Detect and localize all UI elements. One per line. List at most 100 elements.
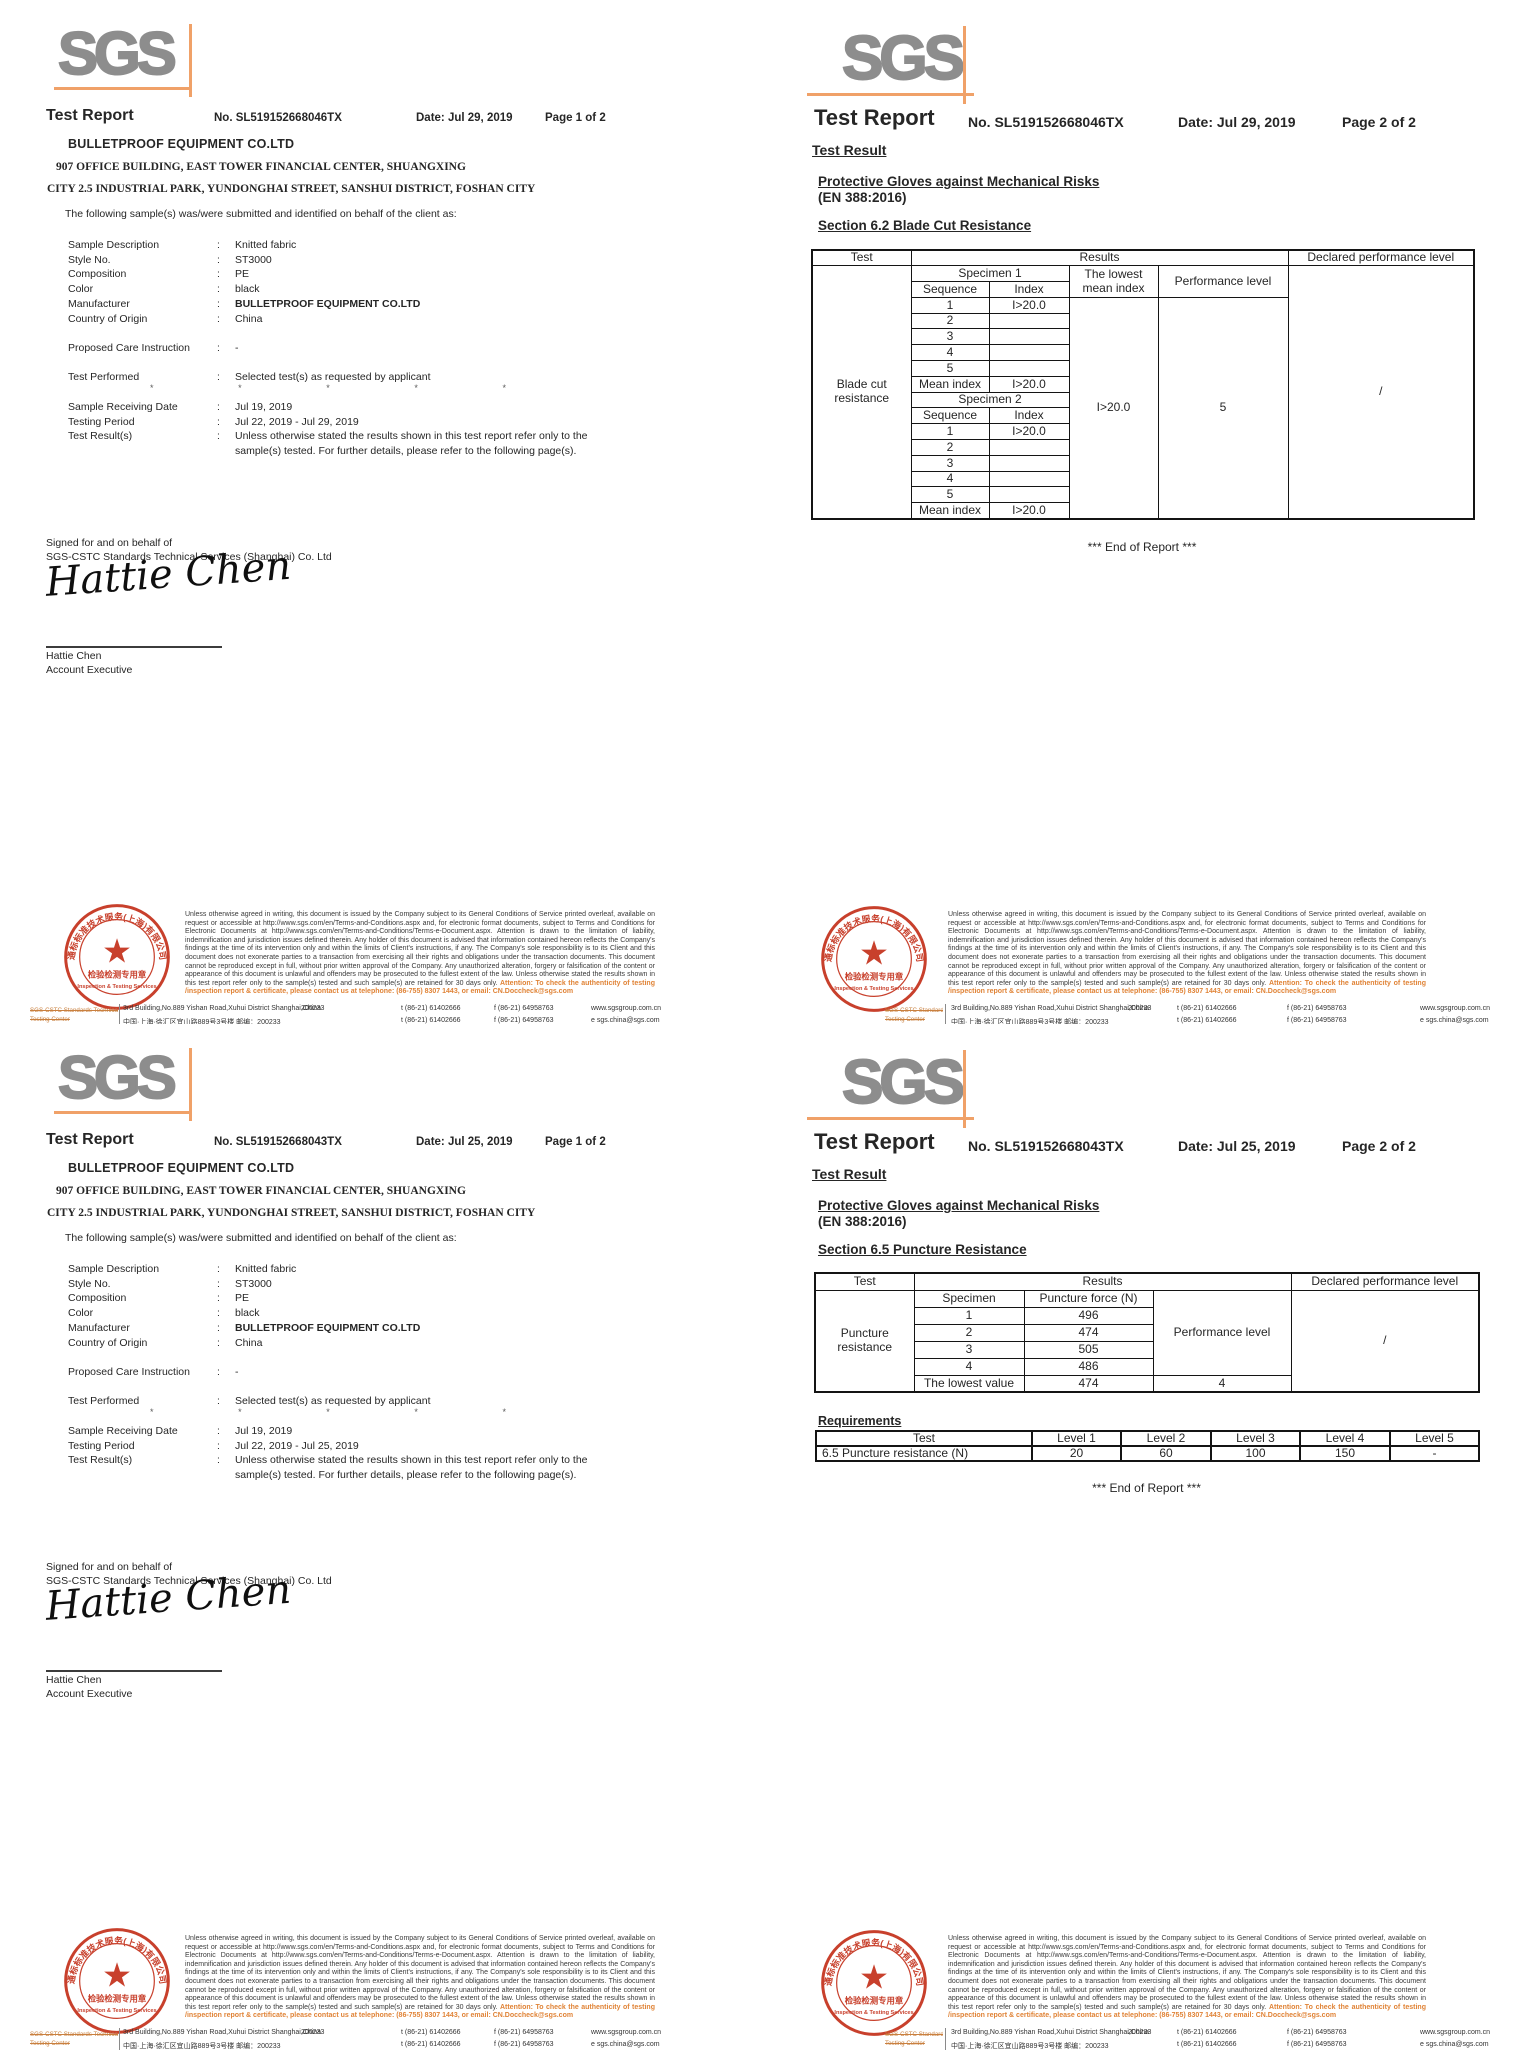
test-standard: (EN 388:2016) [818,1214,907,1229]
struck-company-line2: Testing Center [885,1016,925,1023]
col-header-declared: Declared performance level [1287,249,1475,267]
field-label: Manufacturer [68,1321,130,1334]
cell [988,344,1070,362]
sequence-header: Sequence [910,281,990,298]
footer-fax: f (86-21) 64958763 [1287,2029,1347,2036]
cell: 4 [910,344,990,362]
field-value: - [235,1366,239,1378]
field-label: Test Performed [68,371,140,383]
inspection-stamp: 通标标准技术服务(上海)有限公司 ★ 检验检测专用章 Inspection & … [821,906,927,1012]
legal-disclaimer: Unless otherwise agreed in writing, this… [948,911,1426,997]
colon: : [217,1439,220,1452]
stamp-en-text: Inspection & Testing Services [77,984,156,990]
colon: : [217,239,220,251]
test-result-heading: Test Result [812,142,887,158]
signing-company-text: SGS-CSTC Standards Technical Services (S… [46,1575,332,1587]
struck-company-line: SGS-CSTC Standards Technical Services (S… [885,1007,943,1014]
cell: 496 [1023,1306,1154,1325]
test-standard: (EN 388:2016) [818,190,907,205]
footer-tel2: t (86-21) 61402666 [401,2041,461,2048]
client-company-name: BULLETPROOF EQUIPMENT CO.LTD [68,137,295,151]
field-value: Unless otherwise stated the results show… [235,430,588,458]
asterisk: * [150,1407,154,1417]
attention-text: Attention: To check the authenticity of … [948,2003,1426,2020]
stamp-en-text: Inspection & Testing Services [834,2010,913,2016]
colon: : [217,312,220,325]
field-value: ST3000 [235,1277,272,1290]
logo-underline [54,87,192,90]
field-label: Style No. [68,253,111,266]
inspection-stamp: 通标标准技术服务(上海)有限公司 ★ 检验检测专用章 Inspection & … [821,1930,927,2036]
footer-zip: 200233 [301,1005,325,1012]
req-header-level2: Level 2 [1120,1429,1212,1448]
page-title: Test Report [46,1131,134,1148]
sample-detail-fields: Sample Description: Knitted fabric Style … [68,1262,593,1350]
asterisk: * [414,1407,418,1417]
stamp-cn-text: 检验检测专用章 [88,970,147,980]
colon: : [217,1263,220,1275]
footer-address-cn: 中国·上海·徐汇区宜山路889号3号楼 邮编：200233 [123,1019,281,1026]
field-value: BULLETPROOF EQUIPMENT CO.LTD [235,1321,421,1334]
section-heading-blade-cut: Section 6.2 Blade Cut Resistance [818,218,1032,233]
test-subject-heading: Protective Gloves against Mechanical Ris… [818,174,1100,189]
asterisk: * [150,383,154,393]
stamp-cn-text: 检验检测专用章 [845,972,904,982]
field-style-no: Style No.: ST3000 [68,253,593,268]
colon: : [217,1425,220,1437]
page-indicator: Page 2 of 2 [1342,114,1416,130]
signer-title: Account Executive [46,1688,133,1700]
field-label: Test Performed [68,1395,140,1407]
client-address-line2: CITY 2.5 INDUSTRIAL PARK, YUNDONGHAI STR… [47,1207,536,1219]
mean-index-value: I>20.0 [988,502,1070,520]
footer-website: www.sgsgroup.com.cn [1420,2029,1491,2036]
footer-tel: t (86-21) 61402666 [1177,1005,1237,1012]
colon: : [217,401,220,413]
cell: 1 [910,423,990,441]
field-label: Sample Receiving Date [68,1425,178,1437]
attention-text: Attention: To check the authenticity of … [185,979,655,996]
req-level2-value: 60 [1120,1445,1212,1463]
stamp-en-text: Inspection & Testing Services [77,2008,156,2014]
force-header: Puncture force (N) [1023,1289,1154,1308]
field-value: Jul 19, 2019 [235,401,293,413]
cell [988,360,1070,377]
field-label: Color [68,283,94,296]
field-label: Composition [68,268,127,281]
field-value: Jul 22, 2019 - Jul 25, 2019 [235,1439,359,1452]
field-test-results: Test Result(s): Unless otherwise stated t… [68,429,593,458]
colon: : [217,430,220,443]
signed-for-text: Signed for and on behalf of [46,1561,173,1573]
field-test-performed: Test Performed: Selected test(s) as reque… [68,370,593,385]
field-country-of-origin: Country of Origin: China [68,312,593,327]
field-label: Composition [68,1292,127,1305]
report-043-page-1: SGS Test Report No. SL519152668043TX Dat… [0,1024,700,2050]
struck-company-line2: Testing Center [30,2040,70,2047]
sequence-header: Sequence [910,407,990,425]
col-header-test: Test [814,1272,915,1291]
sgs-logo: SGS [57,20,178,87]
cell: I>20.0 [988,296,1070,314]
field-label: Proposed Care Instruction [68,342,190,354]
star-icon: ★ [859,936,889,973]
cell [988,454,1070,472]
footer-zip: 200233 [301,2029,325,2036]
signer-title: Account Executive [46,664,133,676]
logo-crossline [963,26,966,104]
legal-disclaimer: Unless otherwise agreed in writing, this… [185,911,655,997]
field-sample-receiving-date: Sample Receiving Date: Jul 19, 2019 [68,1424,593,1439]
col-header-declared: Declared performance level [1290,1272,1480,1291]
logo-underline [54,1111,192,1114]
logo-underline [807,1117,974,1120]
field-value: Knitted fabric [235,1263,297,1275]
inspection-stamp: 通标标准技术服务(上海)有限公司 ★ 检验检测专用章 Inspection & … [64,1928,170,2034]
req-header-level4: Level 4 [1299,1429,1391,1448]
colon: : [217,283,220,296]
page-title: Test Report [814,1129,935,1154]
footer-address-cn: 中国·上海·徐汇区宜山路889号3号楼 邮编：200233 [951,2043,1109,2050]
specimen2-header: Specimen 2 [910,391,1070,409]
cell: 505 [1023,1340,1154,1359]
footer-zip: 200233 [1128,1005,1152,1012]
mean-index-label: Mean index [910,375,990,393]
cell: 474 [1023,1323,1154,1342]
colon: : [217,1395,220,1407]
